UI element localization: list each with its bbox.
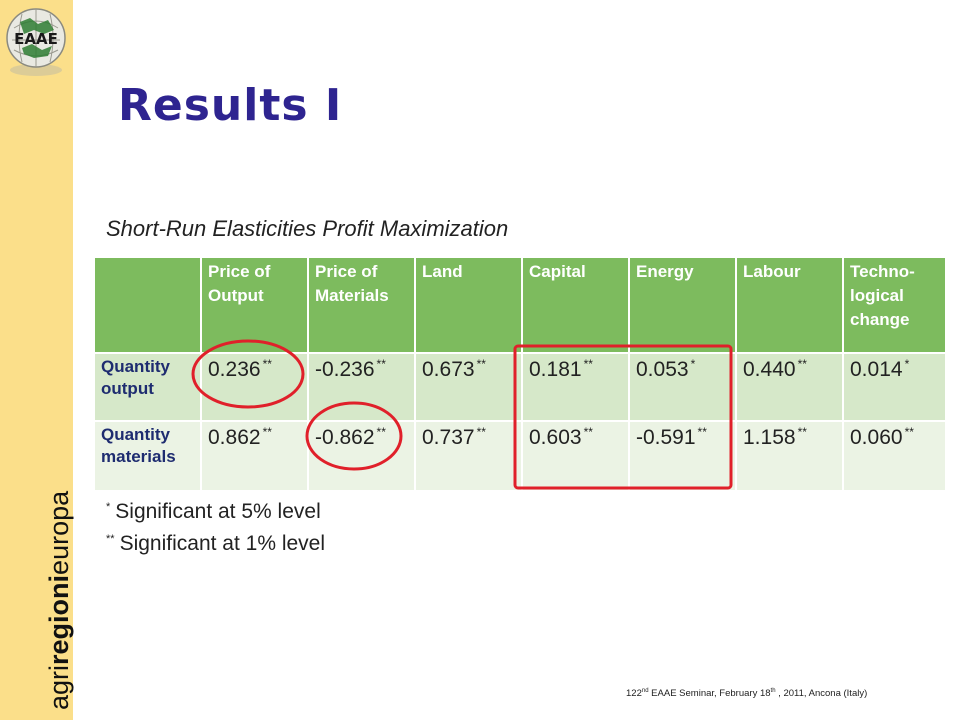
logo-text: EAAE	[14, 30, 58, 48]
cell-significance: **	[583, 357, 593, 371]
table-cell: 0.440 **	[735, 352, 844, 422]
cell-value: 0.053	[636, 358, 689, 381]
cell-significance: *	[690, 357, 696, 371]
cell-significance: **	[476, 425, 486, 439]
header-energy: Energy	[628, 256, 737, 354]
header-capital: Capital	[521, 256, 630, 354]
brand-prefix: agri	[44, 664, 74, 710]
footer-part: EAAE Seminar, February 18	[648, 688, 771, 699]
eaae-logo: EAAE	[6, 8, 66, 76]
table-cell: 0.862 **	[200, 420, 309, 492]
table-cell: 0.603 **	[521, 420, 630, 492]
cell-value: 1.158	[743, 426, 796, 449]
table-cell: -0.862 **	[307, 420, 416, 492]
row-label-quantity-output: Quantity output	[93, 352, 202, 422]
table-cell: 0.236 **	[200, 352, 309, 422]
cell-significance: **	[583, 425, 593, 439]
cell-value: -0.236	[315, 358, 375, 381]
elasticities-table: Price of Output Price of Materials Land …	[93, 256, 947, 492]
cell-value: -0.591	[636, 426, 696, 449]
header-labour: Labour	[735, 256, 844, 354]
cell-significance: **	[904, 425, 914, 439]
cell-value: 0.060	[850, 426, 903, 449]
footer-sup: nd	[641, 687, 649, 694]
header-corner	[93, 256, 202, 354]
table-cell: 0.060 **	[842, 420, 947, 492]
cell-significance: **	[376, 357, 386, 371]
cell-significance: **	[797, 425, 807, 439]
header-land: Land	[414, 256, 523, 354]
note-text: Significant at 1% level	[119, 532, 326, 555]
brand-suffix: europa	[44, 490, 74, 575]
row-label-quantity-materials: Quantity materials	[93, 420, 202, 492]
table-row: Quantity materials 0.862 ** -0.862 ** 0.73…	[93, 420, 947, 492]
table-cell: 0.181 **	[521, 352, 630, 422]
cell-value: -0.862	[315, 426, 375, 449]
note-mark: **	[106, 533, 115, 545]
sidebar: EAAE	[0, 0, 73, 720]
footer-part: , 2011, Ancona (Italy)	[775, 688, 868, 699]
cell-value: 0.440	[743, 358, 796, 381]
note-text: Significant at 5% level	[115, 500, 321, 523]
footer-part: 122	[626, 688, 642, 699]
cell-value: 0.603	[529, 426, 582, 449]
cell-significance: **	[476, 357, 486, 371]
header-technological-change: Techno-logical change	[842, 256, 947, 354]
table-subtitle: Short-Run Elasticities Profit Maximizati…	[106, 216, 509, 241]
note-mark: *	[106, 501, 111, 513]
header-price-of-output: Price of Output	[200, 256, 309, 354]
significance-notes: * Significant at 5% level ** Significant a…	[106, 496, 325, 560]
cell-significance: *	[904, 357, 910, 371]
note-1pct: ** Significant at 1% level	[106, 528, 325, 560]
cell-value: 0.236	[208, 358, 261, 381]
header-price-of-materials: Price of Materials	[307, 256, 416, 354]
footer-seminar: 122nd EAAE Seminar, February 18th , 2011…	[626, 688, 867, 699]
brand-bold: regioni	[44, 574, 74, 665]
cell-significance: **	[376, 425, 386, 439]
table-cell: -0.236 **	[307, 352, 416, 422]
note-5pct: * Significant at 5% level	[106, 496, 325, 528]
cell-significance: **	[262, 357, 272, 371]
table-cell: 0.053 *	[628, 352, 737, 422]
cell-significance: **	[797, 357, 807, 371]
table-cell: 0.673 **	[414, 352, 523, 422]
table-row: Quantity output 0.236 ** -0.236 ** 0.673 **…	[93, 352, 947, 422]
table-cell: 0.014 *	[842, 352, 947, 422]
table-cell: 1.158 **	[735, 420, 844, 492]
cell-value: 0.673	[422, 358, 475, 381]
table-cell: -0.591 **	[628, 420, 737, 492]
footer-sup: th	[770, 687, 776, 694]
table-header-row: Price of Output Price of Materials Land …	[93, 256, 947, 354]
cell-value: 0.181	[529, 358, 582, 381]
cell-value: 0.862	[208, 426, 261, 449]
cell-significance: **	[262, 425, 272, 439]
brand-vertical-text: agriregionieuropa	[44, 491, 75, 710]
page-title: Results I	[118, 80, 343, 131]
cell-significance: **	[697, 425, 707, 439]
cell-value: 0.737	[422, 426, 475, 449]
cell-value: 0.014	[850, 358, 903, 381]
table-cell: 0.737 **	[414, 420, 523, 492]
